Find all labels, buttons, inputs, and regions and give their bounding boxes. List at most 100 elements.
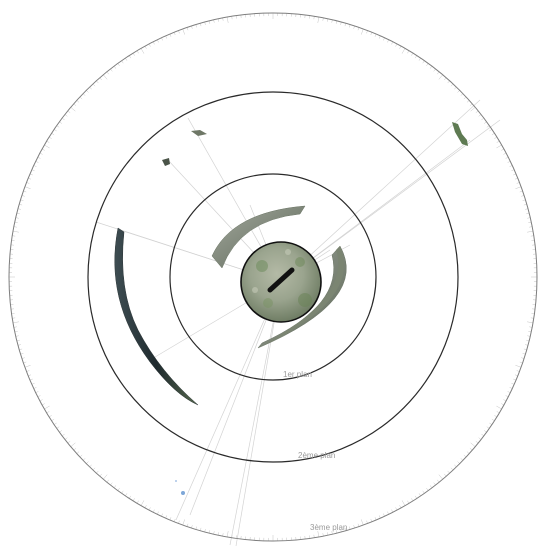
degree-tick — [16, 212, 20, 215]
degree-tick — [199, 23, 202, 27]
degree-tick — [213, 19, 215, 23]
degree-tick — [161, 37, 163, 41]
degree-tick — [48, 136, 52, 139]
degree-tick — [331, 531, 333, 535]
degree-tick — [24, 365, 31, 368]
degree-tick — [33, 387, 37, 389]
degree-tick — [165, 35, 168, 39]
degree-tick — [322, 17, 324, 21]
degree-tick — [195, 24, 197, 28]
degree-tick — [110, 68, 113, 72]
degree-tick — [41, 148, 45, 151]
degree-tick — [529, 326, 533, 328]
degree-tick — [73, 448, 77, 451]
degree-tick — [106, 71, 109, 75]
sight-line — [175, 281, 282, 521]
degree-tick — [411, 498, 414, 502]
degree-tick — [39, 152, 43, 155]
degree-tick — [226, 531, 229, 538]
degree-tick — [46, 411, 50, 414]
degree-tick — [374, 517, 377, 521]
degree-tick — [513, 378, 517, 381]
degree-tick — [222, 533, 224, 537]
degree-tick — [67, 110, 71, 113]
degree-tick — [529, 226, 533, 228]
degree-tick — [478, 114, 482, 117]
degree-tick — [103, 74, 108, 80]
degree-tick — [496, 411, 500, 414]
sight-line — [189, 281, 282, 516]
degree-tick — [217, 18, 219, 22]
degree-tick — [20, 199, 24, 201]
degree-tick — [519, 190, 523, 193]
degree-tick — [99, 77, 102, 81]
degree-tick — [450, 83, 454, 87]
degree-tick — [335, 20, 338, 24]
degree-tick — [41, 403, 45, 406]
degree-tick — [526, 339, 530, 342]
degree-tick — [437, 479, 440, 483]
degree-tick — [331, 19, 333, 23]
degree-tick — [136, 500, 139, 504]
degree-tick — [39, 399, 43, 402]
degree-tick — [481, 117, 484, 121]
degree-tick — [129, 55, 132, 59]
degree-tick — [527, 335, 531, 337]
degree-tick — [31, 382, 35, 385]
degree-tick — [13, 326, 17, 328]
degree-tick — [387, 39, 389, 43]
degree-tick — [438, 474, 443, 480]
degree-tick — [522, 353, 526, 355]
degree-tick — [322, 533, 324, 537]
degree-tick — [29, 173, 33, 176]
degree-tick — [463, 454, 467, 458]
degree-tick — [51, 418, 55, 421]
degree-tick — [507, 161, 511, 163]
degree-tick — [182, 28, 185, 35]
photo-fragment-top-right — [452, 122, 468, 146]
degree-tick — [37, 156, 41, 159]
degree-tick — [418, 493, 421, 497]
degree-tick — [62, 433, 65, 437]
degree-tick — [407, 50, 410, 54]
degree-tick — [469, 103, 473, 106]
degree-tick — [37, 395, 41, 398]
degree-tick — [140, 48, 145, 54]
degree-tick — [486, 125, 490, 128]
ring-2-boundary — [169, 173, 377, 381]
center-marker-bar — [267, 267, 295, 293]
degree-tick — [70, 442, 76, 447]
degree-tick — [16, 339, 20, 342]
degree-tick — [23, 361, 27, 364]
degree-tick — [433, 68, 436, 72]
degree-tick — [395, 43, 398, 47]
degree-tick — [317, 531, 320, 538]
degree-tick — [199, 527, 202, 531]
degree-tick — [144, 505, 147, 509]
degree-tick — [503, 399, 507, 402]
degree-tick — [522, 199, 526, 201]
degree-tick — [35, 161, 39, 163]
degree-tick — [484, 430, 487, 433]
degree-tick — [489, 422, 493, 425]
degree-tick — [48, 415, 52, 418]
degree-tick — [521, 195, 525, 197]
ring-label-3eme-plan: 3ème plan — [310, 523, 347, 532]
degree-tick — [59, 430, 62, 433]
degree-tick — [62, 117, 65, 121]
photo-strip-1er-plan-top — [211, 205, 306, 269]
degree-tick — [327, 18, 329, 22]
degree-tick — [117, 488, 120, 491]
degree-tick — [208, 20, 211, 24]
degree-tick — [513, 173, 517, 176]
degree-tick — [79, 454, 83, 458]
degree-tick — [195, 526, 197, 530]
ground-texture — [252, 249, 312, 308]
degree-tick — [19, 348, 23, 351]
degree-tick — [67, 441, 71, 444]
degree-tick — [76, 100, 80, 103]
degree-tick — [29, 378, 33, 381]
degree-tick — [511, 382, 515, 385]
degree-tick — [399, 45, 402, 49]
degree-tick — [157, 39, 159, 43]
